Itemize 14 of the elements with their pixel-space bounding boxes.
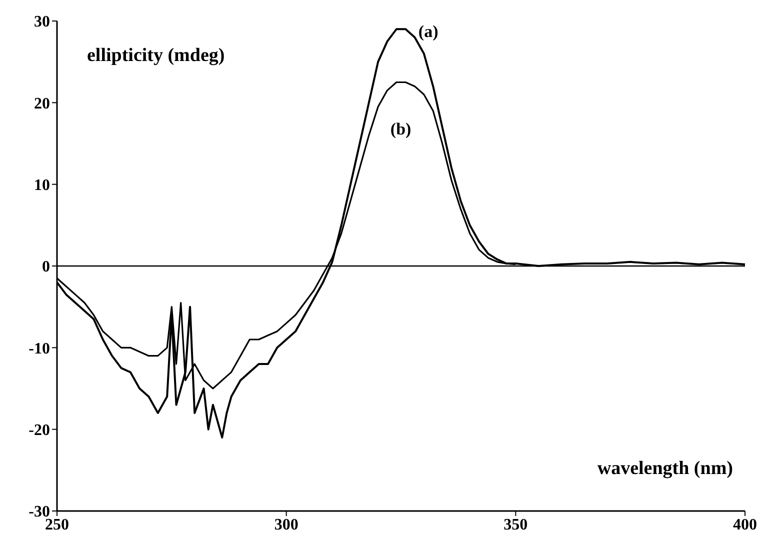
x-tick-label: 400 (733, 516, 757, 534)
x-tick-label: 300 (274, 516, 298, 534)
y-axis-title: ellipticity (mdeg) (87, 45, 225, 67)
x-tick-label: 350 (504, 516, 528, 534)
y-tick-label: 30 (34, 14, 50, 31)
y-tick-label: 0 (42, 258, 50, 276)
x-tick-label: 250 (45, 516, 69, 534)
y-tick-label: 10 (34, 177, 50, 194)
y-tick-label: 20 (34, 95, 50, 112)
x-axis-title: wavelength (nm) (597, 458, 733, 480)
y-tick-label: -20 (28, 422, 50, 440)
y-tick-label: -10 (28, 340, 50, 358)
series-label: (b) (390, 119, 412, 138)
series-label: (a) (418, 22, 438, 42)
